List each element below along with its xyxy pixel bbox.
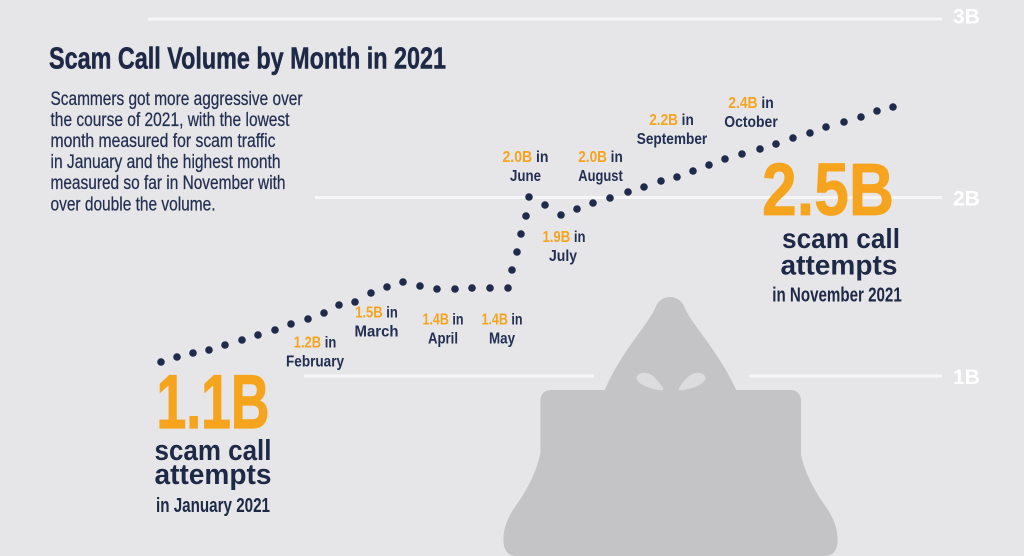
svg-text:1.5B in: 1.5B in [355, 305, 398, 322]
svg-text:Scammers got more aggressive o: Scammers got more aggressive over [51, 88, 303, 110]
svg-text:February: February [286, 354, 344, 371]
svg-text:May: May [489, 331, 515, 348]
svg-text:1.1B: 1.1B [157, 360, 270, 445]
svg-text:2.5B: 2.5B [762, 148, 894, 231]
svg-text:measured so far in November wi: measured so far in November with [51, 172, 286, 194]
svg-text:in November 2021: in November 2021 [772, 285, 902, 307]
svg-text:October: October [724, 114, 778, 131]
svg-text:March: March [355, 324, 399, 341]
svg-text:2.4B in: 2.4B in [728, 95, 774, 112]
svg-text:1.9B in: 1.9B in [543, 229, 586, 246]
svg-text:in January 2021: in January 2021 [156, 495, 270, 517]
svg-text:1.4B in: 1.4B in [482, 312, 523, 329]
svg-text:2.0B in: 2.0B in [578, 149, 623, 166]
svg-text:2B: 2B [953, 188, 980, 211]
svg-text:scam call: scam call [782, 223, 900, 254]
svg-text:3B: 3B [953, 6, 980, 29]
svg-text:July: July [549, 248, 577, 265]
svg-text:attempts: attempts [155, 459, 272, 491]
svg-text:1.4B in: 1.4B in [423, 312, 464, 329]
svg-text:in January and the highest mon: in January and the highest month [51, 151, 281, 173]
svg-text:August: August [578, 168, 623, 185]
svg-text:attempts: attempts [781, 250, 898, 281]
svg-text:April: April [428, 331, 458, 348]
svg-text:1B: 1B [953, 366, 980, 389]
svg-text:1.2B in: 1.2B in [294, 335, 337, 352]
svg-text:month measured for scam traffi: month measured for scam traffic [51, 130, 276, 152]
svg-text:2.2B in: 2.2B in [649, 112, 694, 129]
svg-text:over double the volume.: over double the volume. [51, 194, 216, 216]
svg-text:the course of 2021, with the l: the course of 2021, with the lowest [51, 109, 290, 131]
svg-text:September: September [637, 131, 708, 148]
svg-text:2.0B in: 2.0B in [503, 149, 549, 166]
svg-text:scam call: scam call [155, 435, 272, 467]
svg-text:June: June [510, 168, 541, 185]
svg-text:Scam Call Volume by Month in 2: Scam Call Volume by Month in 2021 [49, 41, 446, 76]
